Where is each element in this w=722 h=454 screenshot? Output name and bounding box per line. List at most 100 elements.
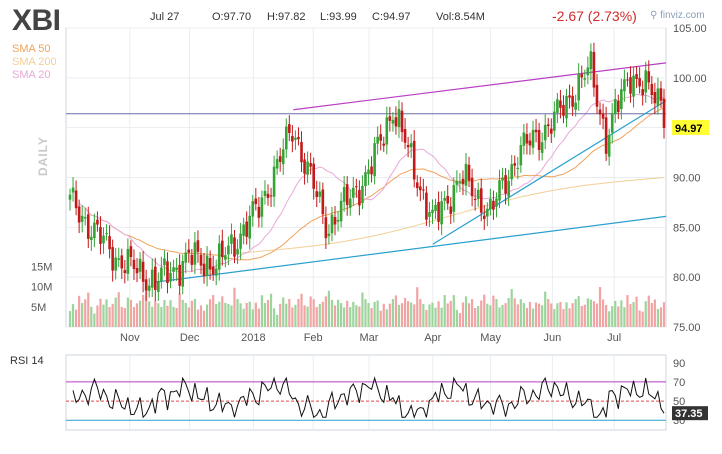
- volume-bar: [120, 306, 123, 327]
- volume-bar: [373, 301, 376, 327]
- candle-body: [577, 74, 581, 101]
- rising-trendline: [432, 100, 667, 245]
- y-tick-label: 90.00: [673, 173, 701, 185]
- candle-body: [358, 189, 361, 206]
- volume-bar: [352, 301, 355, 327]
- candle-body: [83, 217, 87, 219]
- sma20-line: [78, 93, 665, 274]
- rsi-last-badge: [672, 406, 708, 421]
- volume-bar: [474, 308, 477, 327]
- volume-bar: [598, 287, 602, 327]
- candle-body: [516, 167, 520, 169]
- volume-bar: [324, 296, 327, 327]
- volume-bar: [145, 289, 148, 327]
- candle-body: [208, 258, 212, 270]
- candle-body: [650, 83, 654, 95]
- volume-bar: [428, 304, 431, 327]
- candle-body: [574, 102, 577, 110]
- volume-bar: [611, 306, 614, 327]
- volume-bar: [266, 299, 270, 327]
- channel-upper-line: [293, 62, 667, 111]
- volume-bar: [467, 303, 471, 327]
- volume-bar: [358, 306, 361, 327]
- volume-bar: [510, 289, 513, 327]
- volume-bar: [574, 299, 577, 327]
- candle-body: [525, 134, 529, 144]
- candle-body: [531, 129, 535, 148]
- candle-body: [556, 99, 559, 113]
- volume-bar: [605, 304, 608, 327]
- candle-body: [96, 219, 99, 225]
- volume-bar: [650, 303, 653, 327]
- volume-bar: [129, 299, 133, 327]
- volume-bar: [367, 303, 370, 327]
- volume-bar: [135, 303, 139, 327]
- volume-bar: [528, 301, 532, 327]
- candle-body: [181, 261, 185, 287]
- volume-bar: [376, 300, 379, 327]
- candle-body: [586, 67, 590, 76]
- volume-bar: [126, 297, 129, 327]
- candle-body: [123, 270, 127, 274]
- candle-body: [565, 95, 568, 119]
- volume-bar: [659, 307, 663, 327]
- candle-body: [233, 237, 236, 257]
- volume-bar: [285, 303, 288, 327]
- y-tick-label: 80.00: [673, 272, 701, 284]
- candle-body: [336, 219, 340, 222]
- volume-bar: [132, 307, 136, 327]
- volume-bar: [617, 306, 620, 327]
- volume-bar: [227, 303, 230, 327]
- volume-bar: [565, 302, 568, 327]
- volume-bar: [629, 304, 632, 327]
- legend-sma50: SMA 50: [12, 43, 51, 55]
- candle-body: [300, 141, 303, 163]
- candle-body: [266, 193, 270, 198]
- volume-bar: [138, 300, 142, 327]
- candle-body: [601, 113, 605, 119]
- candle-body: [339, 200, 343, 222]
- candle-body: [434, 204, 437, 212]
- volume-bar: [556, 303, 559, 327]
- candle-body: [166, 261, 169, 284]
- volume-bar: [343, 307, 346, 327]
- candle-body: [321, 189, 325, 215]
- magnifier-icon: ⚲: [650, 10, 661, 21]
- candle-body: [111, 247, 114, 271]
- candle-body: [440, 201, 443, 225]
- volume-bar: [410, 302, 413, 327]
- volume-bar: [245, 302, 248, 327]
- candle-body: [239, 233, 242, 249]
- volume-bar: [172, 306, 175, 327]
- candle-body: [458, 181, 462, 184]
- brand-link[interactable]: ⚲ finviz.com: [650, 10, 705, 22]
- volume-bar: [166, 305, 169, 327]
- volume-bar: [291, 307, 294, 327]
- candle-body: [419, 186, 422, 191]
- candle-body: [269, 195, 273, 197]
- volume-bar: [382, 303, 385, 327]
- candle-body: [470, 177, 474, 197]
- volume-bar: [486, 303, 489, 327]
- candle-body: [479, 188, 483, 213]
- volume-bar: [87, 292, 90, 327]
- candle-body: [157, 280, 160, 292]
- volume-bar: [513, 298, 516, 327]
- candle-body: [446, 195, 450, 204]
- candle-body: [163, 258, 166, 266]
- candle-body: [263, 190, 267, 197]
- candle-body: [333, 216, 337, 225]
- candle-body: [196, 240, 200, 252]
- volume-bar: [446, 303, 449, 327]
- candle-body: [348, 198, 352, 208]
- candle-body: [443, 197, 446, 201]
- volume-bar: [248, 301, 251, 327]
- volume-bar: [309, 296, 312, 327]
- volume-bar: [276, 314, 279, 327]
- candle-body: [291, 135, 294, 142]
- volume-bar: [400, 303, 404, 327]
- volume-bar: [614, 300, 617, 327]
- volume-bar: [218, 301, 221, 327]
- candle-body: [397, 108, 401, 128]
- volume-bar: [187, 307, 190, 327]
